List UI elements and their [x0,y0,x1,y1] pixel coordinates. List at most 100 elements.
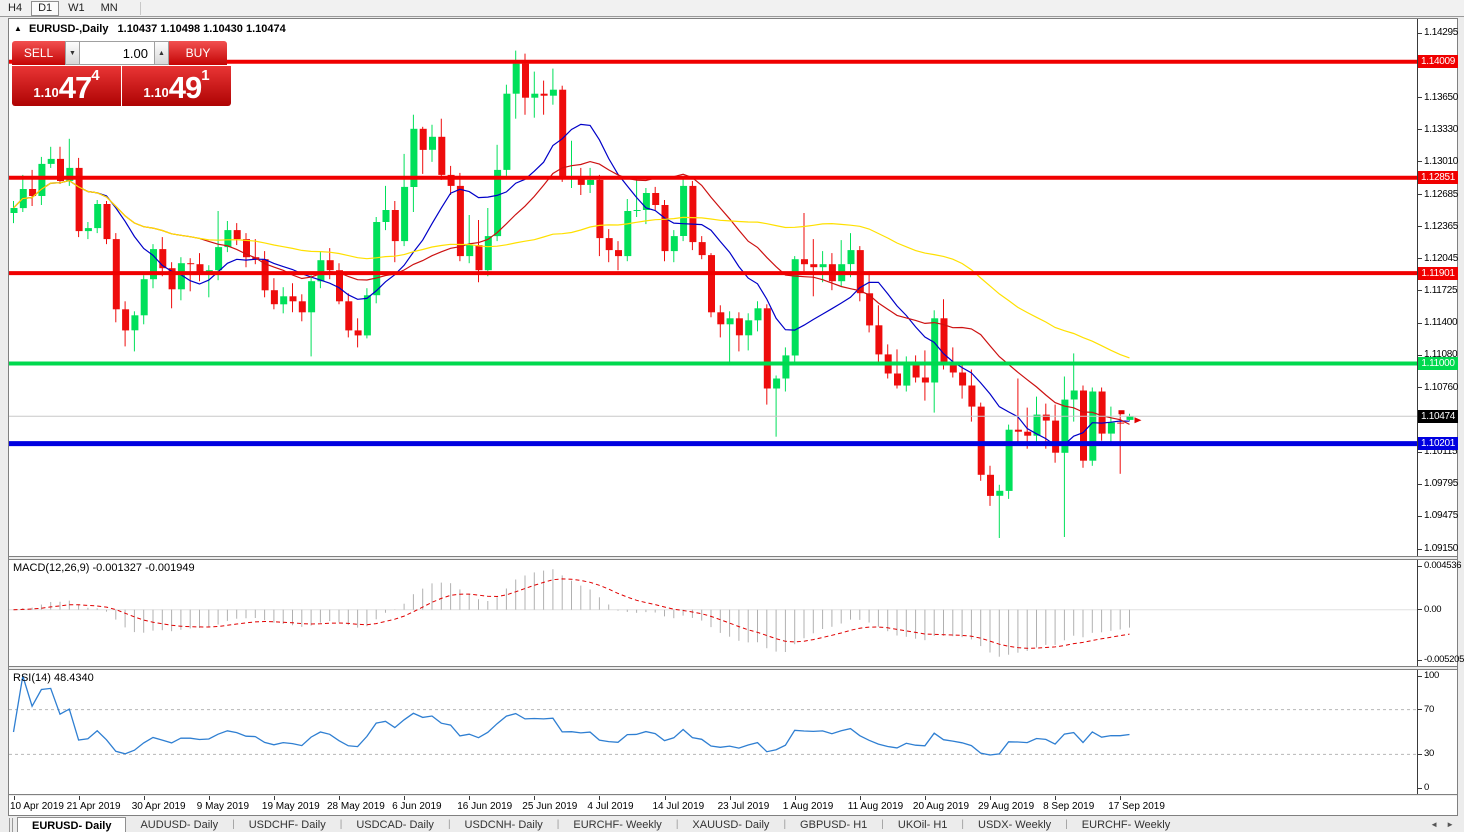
timeframe-button-h4[interactable]: H4 [8,2,23,14]
candle-body [382,210,390,222]
candle-body [968,385,976,407]
overlay-ma-fast [13,123,1130,446]
date-label: 11 Aug 2019 [847,801,904,812]
buy-price-pip-digit: 1 [201,67,210,84]
candle-body [187,263,195,265]
timeframe-button-d1[interactable]: D1 [31,0,60,16]
tab-separator: | [339,819,343,830]
volume-increase-button[interactable]: ▲ [154,41,169,65]
rsi-pane[interactable]: RSI(14) 48.4340 100 70 30 0 [9,670,1457,794]
chart-tabbar: EURUSD- Daily AUDUSD- Daily | USDCHF- Daily… [8,817,1458,832]
candle-body [791,259,799,356]
rsi-chart-canvas[interactable] [9,670,1417,794]
candle-body [391,210,399,242]
pane-separator [9,794,1457,796]
date-tick-mark [273,796,275,800]
candle-body [1005,429,1013,491]
candle-body [866,293,874,326]
candle-body [949,362,957,373]
candle-body [38,163,46,196]
date-label: 30 Apr 2019 [131,801,186,812]
candle-body [336,270,343,302]
price-chart-canvas[interactable] [9,19,1417,556]
date-tick-mark [599,796,601,800]
axis-tick-label: 1.12685 [1424,188,1459,200]
date-label: 1 Aug 2019 [782,801,834,812]
candle-body [429,136,436,150]
candle-body [1117,422,1125,424]
pane-separator[interactable] [9,666,1457,670]
candle-body [84,228,92,232]
volume-input[interactable] [80,41,154,65]
axis-tick-mark [1418,609,1422,611]
axis-tick-mark [1418,290,1422,292]
candle-body [103,204,111,240]
axis-tick-label: 100 [1424,670,1439,681]
buy-price-big-digits: 49 [168,70,202,105]
overlay-ma-slow [13,179,1130,359]
timeframe-buttons: H4 D1 W1 MN [0,0,126,16]
date-tick-mark [990,796,991,800]
candle-body [47,158,55,164]
chart-tab[interactable]: UKOil- H1 [897,819,948,831]
buy-button[interactable]: BUY [169,41,227,65]
sell-price-display[interactable]: 1.10 47 4 [12,66,121,106]
sell-button[interactable]: SELL [12,41,65,65]
candle-body [921,377,929,383]
candle-body [326,260,334,271]
price-level-tag: 1.14009 [1418,55,1458,69]
chart-tab[interactable]: USDCHF- Daily [248,819,326,831]
timeframe-button-mn[interactable]: MN [100,2,118,14]
date-tick-mark [534,796,536,800]
date-label: 23 Jul 2019 [717,801,770,812]
timeframe-button-w1[interactable]: W1 [68,2,85,14]
chart-tab[interactable]: EURCHF- Weekly [573,819,662,831]
axis-tick-label: -0.005205 [1424,654,1464,665]
buy-price-display[interactable]: 1.10 49 1 [122,66,231,106]
chart-title: ▲ EURUSD-,Daily 1.10437 1.10498 1.10430 … [14,23,286,35]
tabbar-grip[interactable] [9,818,13,832]
axis-tick-mark [1418,194,1422,195]
chart-tab[interactable]: USDX- Weekly [978,819,1052,831]
candle-body [419,128,427,150]
date-axis: 10 Apr 2019 21 Apr 2019 30 Apr 2019 9 May 2… [9,796,1457,815]
candle-body [177,263,185,290]
axis-tick-label: 70 [1424,703,1434,715]
candle-body [587,179,595,185]
date-tick-mark [208,796,210,800]
price-level-tag: 1.10201 [1418,437,1458,451]
tab-scroll-right-icon[interactable]: ► [1446,820,1454,829]
candle-body [1107,422,1115,434]
chart-tab[interactable]: EURCHF- Weekly [1081,819,1171,831]
chart-tab[interactable]: GBPUSD- H1 [800,819,868,831]
axis-tick-mark [1418,515,1422,517]
candle-body [270,290,278,305]
candle-body [345,301,353,331]
date-tick-mark [1120,796,1122,800]
collapse-triangle-icon[interactable]: ▲ [14,24,22,33]
pane-separator[interactable] [9,556,1457,560]
chart-tab[interactable]: EURUSD- Daily [17,817,127,832]
chart-tab[interactable]: USDCAD- Daily [356,819,434,831]
date-label: 28 May 2019 [327,801,385,812]
candle-body [159,249,167,269]
candle-body [475,245,483,271]
candle-body [131,315,139,331]
chart-tab[interactable]: XAUUSD- Daily [692,819,770,831]
tab-separator: | [783,819,787,830]
volume-decrease-button[interactable]: ▼ [65,41,80,65]
macd-label: MACD(12,26,9) -0.001327 -0.001949 [13,562,195,574]
candle-body [680,185,688,236]
price-pane[interactable]: ▲ EURUSD-,Daily 1.10437 1.10498 1.10430 … [9,19,1459,556]
macd-pane[interactable]: MACD(12,26,9) -0.001327 -0.001949 0.0045… [9,560,1464,666]
candle-body [522,63,529,98]
candle-body [215,247,223,271]
chart-tab[interactable]: AUDUSD- Daily [140,819,219,831]
candle-body [401,186,409,242]
chart-tab[interactable]: USDCNH- Daily [464,819,543,831]
sell-price-pip-digit: 4 [91,67,100,84]
candle-body [10,208,18,213]
candle-body [977,406,985,475]
macd-chart-canvas[interactable] [9,560,1417,666]
tab-scroll-left-icon[interactable]: ◄ [1430,820,1439,829]
